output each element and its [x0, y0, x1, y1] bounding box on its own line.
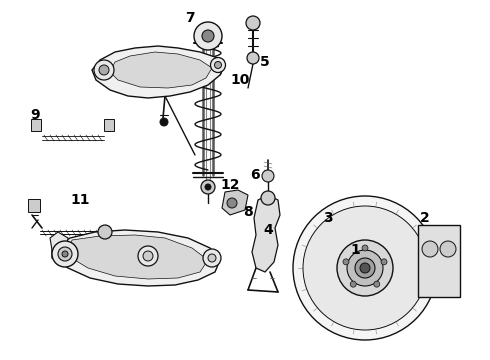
Circle shape — [422, 241, 438, 257]
Text: 1: 1 — [350, 243, 360, 257]
Bar — [104, 119, 114, 131]
Circle shape — [343, 259, 349, 265]
Circle shape — [350, 281, 356, 287]
Circle shape — [52, 241, 78, 267]
Polygon shape — [52, 230, 220, 286]
Circle shape — [347, 250, 383, 286]
Circle shape — [205, 184, 211, 190]
Polygon shape — [92, 46, 225, 98]
Circle shape — [261, 191, 275, 205]
Circle shape — [203, 249, 221, 267]
Circle shape — [362, 245, 368, 251]
Circle shape — [58, 247, 72, 261]
Circle shape — [355, 258, 375, 278]
Circle shape — [99, 65, 109, 75]
Polygon shape — [50, 232, 68, 254]
Text: 3: 3 — [323, 211, 333, 225]
Circle shape — [337, 240, 393, 296]
Circle shape — [160, 118, 168, 126]
Circle shape — [215, 62, 221, 68]
Circle shape — [208, 254, 216, 262]
Circle shape — [138, 246, 158, 266]
Circle shape — [247, 52, 259, 64]
Text: 10: 10 — [230, 73, 250, 87]
Text: 6: 6 — [250, 168, 260, 182]
Text: 9: 9 — [30, 108, 40, 122]
Circle shape — [360, 263, 370, 273]
Polygon shape — [222, 190, 248, 215]
Circle shape — [381, 259, 387, 265]
Polygon shape — [68, 235, 208, 279]
Circle shape — [98, 225, 112, 239]
Text: 2: 2 — [420, 211, 430, 225]
Circle shape — [62, 251, 68, 257]
Text: 4: 4 — [263, 223, 273, 237]
Polygon shape — [110, 52, 212, 88]
Text: 12: 12 — [220, 178, 240, 192]
Text: 8: 8 — [243, 205, 253, 219]
Circle shape — [374, 281, 380, 287]
Bar — [31, 119, 41, 131]
Text: 11: 11 — [70, 193, 90, 207]
Circle shape — [303, 206, 427, 330]
Circle shape — [246, 16, 260, 30]
Text: 7: 7 — [185, 11, 195, 25]
Circle shape — [227, 198, 237, 208]
Circle shape — [94, 60, 114, 80]
Circle shape — [202, 30, 214, 42]
Circle shape — [211, 58, 225, 72]
Circle shape — [293, 196, 437, 340]
Text: 5: 5 — [260, 55, 270, 69]
Bar — [28, 199, 40, 212]
Circle shape — [262, 170, 274, 182]
Circle shape — [194, 22, 222, 50]
Polygon shape — [252, 195, 280, 272]
Bar — [418, 225, 460, 297]
Circle shape — [143, 251, 153, 261]
Circle shape — [440, 241, 456, 257]
Circle shape — [201, 180, 215, 194]
